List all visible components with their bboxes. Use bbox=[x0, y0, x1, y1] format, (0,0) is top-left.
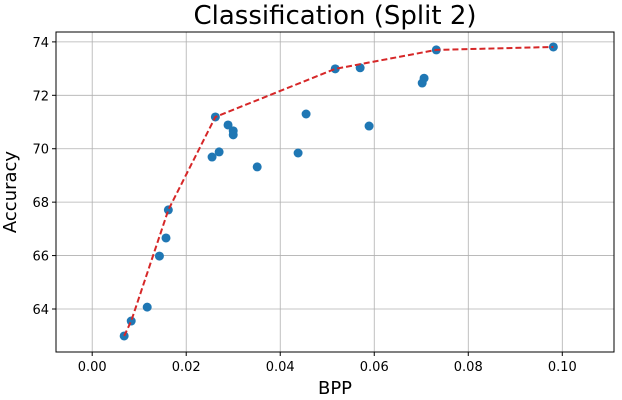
y-axis-label: Accuracy bbox=[0, 151, 21, 234]
chart-title: Classification (Split 2) bbox=[193, 1, 476, 31]
point bbox=[330, 64, 340, 74]
point bbox=[419, 73, 429, 83]
point bbox=[126, 316, 136, 326]
y-tick-label: 68 bbox=[32, 196, 49, 211]
point bbox=[142, 302, 152, 312]
point bbox=[161, 233, 171, 243]
x-tick-label: 0.06 bbox=[360, 360, 389, 375]
point bbox=[252, 162, 262, 172]
point bbox=[301, 109, 311, 119]
point bbox=[223, 120, 233, 130]
x-axis-label: BPP bbox=[318, 378, 352, 399]
point bbox=[214, 147, 224, 157]
x-tick-label: 0.10 bbox=[548, 360, 577, 375]
x-tick-label: 0.08 bbox=[454, 360, 483, 375]
y-tick-label: 66 bbox=[32, 250, 49, 265]
point bbox=[364, 121, 374, 131]
y-tick-label: 64 bbox=[32, 303, 49, 318]
y-tick-label: 74 bbox=[32, 36, 49, 51]
point bbox=[228, 130, 238, 140]
plot-frame bbox=[55, 31, 615, 353]
y-tick-label: 70 bbox=[32, 143, 49, 158]
x-tick-label: 0.00 bbox=[78, 360, 107, 375]
point bbox=[154, 251, 164, 261]
x-tick-label: 0.02 bbox=[172, 360, 201, 375]
line bbox=[123, 45, 554, 337]
x-tick-label: 0.04 bbox=[266, 360, 295, 375]
y-tick-label: 72 bbox=[32, 89, 49, 104]
point bbox=[293, 148, 303, 158]
point bbox=[207, 152, 217, 162]
